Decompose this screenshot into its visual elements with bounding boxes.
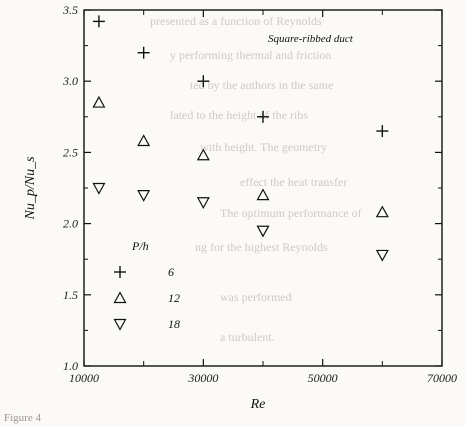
y-axis-title: Nu_p/Nu_s xyxy=(23,156,38,221)
y-tick-label: 1.0 xyxy=(63,359,78,373)
y-tick-label: 2.5 xyxy=(63,145,78,159)
y-tick-label: 3.5 xyxy=(62,3,78,17)
legend: P/h 6 12 18 xyxy=(113,239,180,331)
data-point-p6 xyxy=(376,125,389,138)
axis-ticks xyxy=(83,9,443,367)
legend-label: 12 xyxy=(168,291,180,305)
data-point-p18 xyxy=(375,249,389,262)
data-point-p6 xyxy=(257,110,269,123)
data-point-p6 xyxy=(197,75,210,88)
x-tick-label: 10000 xyxy=(69,371,99,385)
data-point-p6 xyxy=(137,46,150,59)
legend-title: P/h xyxy=(131,239,149,253)
y-tick-label: 2.0 xyxy=(63,217,78,231)
data-points xyxy=(92,15,389,262)
x-tick-label: 50000 xyxy=(308,371,338,385)
data-point-p12 xyxy=(137,134,151,147)
plot-frame xyxy=(83,9,443,367)
tick-labels: 1.0 1.5 2.0 2.5 3.0 3.5 10000 30000 50000 70000 xyxy=(62,3,457,385)
legend-marker-p6 xyxy=(114,266,126,278)
legend-label: 6 xyxy=(168,265,174,279)
legend-marker-p18 xyxy=(113,318,127,331)
data-point-p12 xyxy=(196,148,210,161)
data-point-p18 xyxy=(92,182,106,195)
figure-caption: Figure 4 xyxy=(4,412,41,424)
data-point-p12 xyxy=(92,95,106,108)
legend-marker-p12 xyxy=(113,291,127,304)
x-tick-label: 30000 xyxy=(187,371,218,385)
data-point-p18 xyxy=(256,225,270,238)
x-axis-title: Re xyxy=(250,397,266,412)
y-tick-label: 3.0 xyxy=(62,74,78,88)
data-point-p12 xyxy=(375,205,389,218)
data-point-p6 xyxy=(92,15,105,28)
data-point-p18 xyxy=(137,190,151,202)
data-point-p12 xyxy=(256,188,270,201)
legend-label: 18 xyxy=(168,317,180,331)
x-tick-label: 70000 xyxy=(427,371,457,385)
annotation-label: Square-ribbed duct xyxy=(268,33,354,45)
data-point-p18 xyxy=(196,197,210,209)
y-tick-label: 1.5 xyxy=(63,288,78,302)
